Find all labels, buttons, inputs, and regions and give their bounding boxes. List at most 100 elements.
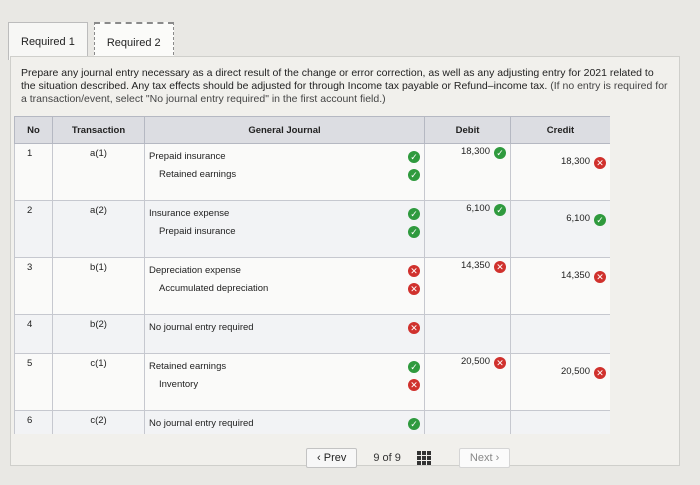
col-credit: Credit bbox=[510, 116, 610, 144]
cell-accounts: Insurance expense ✓ Prepaid insurance ✓ bbox=[144, 200, 425, 258]
account-name: Prepaid insurance bbox=[159, 226, 236, 237]
account-field[interactable]: Insurance expense bbox=[145, 205, 389, 223]
cell-debit: 20,500 ✕ bbox=[424, 353, 511, 411]
journal-rows: 1 a(1) Prepaid insurance ✓ Retained earnings… bbox=[14, 143, 610, 434]
journal-table: No Transaction General Journal Debit Cre… bbox=[14, 116, 610, 434]
debit-value[interactable]: 18,300 bbox=[460, 146, 490, 157]
table-row: 3 b(1) Depreciation expense ✕ Accumulated de… bbox=[14, 257, 610, 315]
cell-credit: 18,300 ✕ bbox=[510, 143, 610, 201]
prev-button[interactable]: ‹ Prev bbox=[306, 448, 358, 468]
cell-accounts: No journal entry required ✕ bbox=[144, 314, 425, 354]
cross-icon: ✕ bbox=[408, 265, 420, 277]
page-total: 9 bbox=[394, 452, 401, 464]
check-icon: ✓ bbox=[408, 151, 420, 163]
col-debit: Debit bbox=[424, 116, 511, 144]
account-name: Depreciation expense bbox=[149, 265, 241, 276]
page-of: of bbox=[382, 452, 392, 464]
account-field[interactable]: No journal entry required bbox=[145, 415, 389, 433]
check-icon: ✓ bbox=[408, 418, 420, 430]
cross-icon: ✕ bbox=[408, 283, 420, 295]
cell-accounts: Retained earnings ✓ Inventory ✕ bbox=[144, 353, 425, 411]
credit-value[interactable]: 14,350 bbox=[560, 270, 590, 281]
debit-value[interactable]: 6,100 bbox=[466, 203, 490, 214]
prev-label: Prev bbox=[323, 452, 347, 464]
cell-debit bbox=[424, 410, 511, 434]
cell-no: 4 bbox=[14, 314, 53, 354]
cell-transaction: c(1) bbox=[52, 353, 145, 411]
cross-icon: ✕ bbox=[594, 157, 606, 169]
next-button[interactable]: Next › bbox=[458, 448, 511, 468]
cell-accounts: Depreciation expense ✕ Accumulated depreci… bbox=[144, 257, 425, 315]
account-field[interactable]: No journal entry required bbox=[145, 319, 389, 337]
cell-debit: 14,350 ✕ bbox=[424, 257, 511, 315]
table-row: 1 a(1) Prepaid insurance ✓ Retained earnings… bbox=[14, 143, 610, 201]
account-field[interactable]: Prepaid insurance bbox=[145, 223, 399, 241]
credit-value[interactable]: 20,500 bbox=[560, 366, 590, 377]
cell-credit: 14,350 ✕ bbox=[510, 257, 610, 315]
account-name: Inventory bbox=[159, 379, 199, 390]
cross-icon: ✕ bbox=[494, 357, 506, 369]
check-icon: ✓ bbox=[494, 204, 506, 216]
table-row: 4 b(2) No journal entry required ✕ bbox=[14, 314, 610, 354]
instructions-note: (If no entry is required for a transacti… bbox=[21, 80, 668, 105]
cell-transaction: b(1) bbox=[52, 257, 145, 315]
cell-transaction: a(1) bbox=[52, 143, 145, 201]
cross-icon: ✕ bbox=[594, 367, 606, 379]
cell-no: 1 bbox=[14, 143, 53, 201]
check-icon: ✓ bbox=[494, 147, 506, 159]
tabs: Required 1 Required 2 bbox=[8, 22, 174, 62]
account-field[interactable]: Retained earnings bbox=[145, 358, 389, 376]
cell-no: 3 bbox=[14, 257, 53, 315]
tab-required-2[interactable]: Required 2 bbox=[93, 22, 174, 60]
cross-icon: ✕ bbox=[494, 261, 506, 273]
cell-transaction: a(2) bbox=[52, 200, 145, 258]
cross-icon: ✕ bbox=[408, 379, 420, 391]
page-count: 9 of 9 bbox=[373, 452, 401, 464]
check-icon: ✓ bbox=[408, 226, 420, 238]
account-field[interactable]: Prepaid insurance bbox=[145, 148, 389, 166]
cell-transaction: c(2) bbox=[52, 410, 145, 434]
debit-value[interactable]: 14,350 bbox=[460, 260, 490, 271]
page-current: 9 bbox=[373, 452, 380, 464]
cell-debit bbox=[424, 314, 511, 354]
table-row: 5 c(1) Retained earnings ✓ Inventory ✕ 20,500 ✕… bbox=[14, 353, 610, 411]
cell-credit bbox=[510, 410, 610, 434]
cell-no: 5 bbox=[14, 353, 53, 411]
grid-icon[interactable] bbox=[416, 451, 431, 465]
instructions: Prepare any journal entry necessary as a… bbox=[21, 67, 671, 106]
check-icon: ✓ bbox=[594, 214, 606, 226]
account-name: No journal entry required bbox=[149, 418, 254, 429]
credit-value[interactable]: 18,300 bbox=[560, 156, 590, 167]
next-label: Next bbox=[469, 452, 493, 464]
cell-credit: 6,100 ✓ bbox=[510, 200, 610, 258]
cell-debit: 18,300 ✓ bbox=[424, 143, 511, 201]
account-name: Insurance expense bbox=[149, 208, 230, 219]
cross-icon: ✕ bbox=[594, 271, 606, 283]
account-name: Accumulated depreciation bbox=[159, 283, 269, 294]
account-field[interactable]: Retained earnings bbox=[145, 166, 399, 184]
table-row: 6 c(2) No journal entry required ✓ bbox=[14, 410, 610, 434]
cell-no: 6 bbox=[14, 410, 53, 434]
account-name: Prepaid insurance bbox=[149, 151, 226, 162]
debit-value[interactable]: 20,500 bbox=[460, 356, 490, 367]
col-no: No bbox=[14, 116, 53, 144]
tab-required-1[interactable]: Required 1 bbox=[8, 22, 88, 60]
col-transaction: Transaction bbox=[52, 116, 145, 144]
account-field[interactable]: Depreciation expense bbox=[145, 262, 389, 280]
cell-credit: 20,500 ✕ bbox=[510, 353, 610, 411]
check-icon: ✓ bbox=[408, 361, 420, 373]
account-field[interactable]: Inventory bbox=[145, 376, 399, 394]
cell-no: 2 bbox=[14, 200, 53, 258]
account-name: Retained earnings bbox=[149, 361, 227, 372]
credit-value[interactable]: 6,100 bbox=[566, 213, 590, 224]
account-field[interactable]: Accumulated depreciation bbox=[145, 280, 399, 298]
instructions-text: Prepare any journal entry necessary as a… bbox=[21, 67, 654, 92]
cell-credit bbox=[510, 314, 610, 354]
pagination: ‹ Prev 9 of 9 Next › bbox=[306, 446, 511, 470]
journal-grid: No Transaction General Journal Debit Cre… bbox=[14, 116, 610, 434]
check-icon: ✓ bbox=[408, 169, 420, 181]
cell-accounts: No journal entry required ✓ bbox=[144, 410, 425, 434]
account-name: Retained earnings bbox=[159, 169, 237, 180]
check-icon: ✓ bbox=[408, 208, 420, 220]
